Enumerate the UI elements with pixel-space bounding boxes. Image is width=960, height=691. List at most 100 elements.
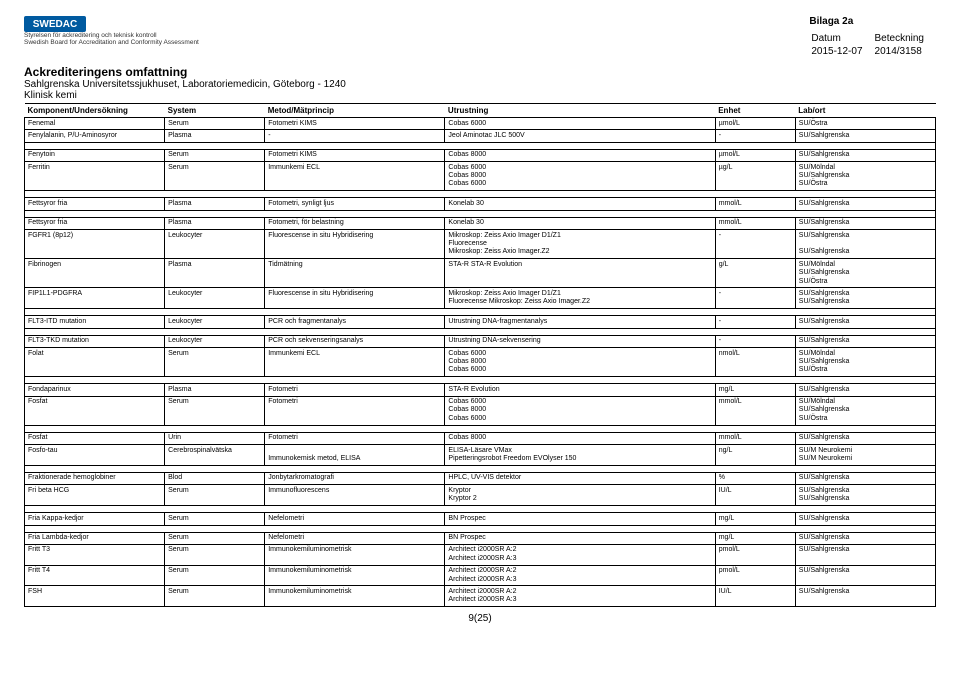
- table-row: FGFR1 (8p12)LeukocyterFluorescense in si…: [25, 230, 936, 259]
- cell: Leukocyter: [165, 335, 265, 347]
- cell: pmol/L: [715, 565, 795, 586]
- data-table: Komponent/Undersökning System Metod/Mätp…: [24, 103, 936, 607]
- cell: Plasma: [165, 198, 265, 210]
- cell: -: [715, 316, 795, 328]
- cell: ng/L: [715, 445, 795, 466]
- cell: Leukocyter: [165, 288, 265, 309]
- table-row: FLT3-ITD mutationLeukocyterPCR och fragm…: [25, 316, 936, 328]
- cell: mg/L: [715, 532, 795, 544]
- cell: SU/Sahlgrenska: [795, 532, 935, 544]
- datum-value: 2015-12-07: [811, 46, 872, 57]
- cell: SU/Sahlgrenska: [795, 544, 935, 565]
- cell: Immunokemisk metod, ELISA: [265, 445, 445, 466]
- beteckning-label: Beteckning: [875, 33, 934, 44]
- cell: HPLC, UV-VIS detektor: [445, 472, 715, 484]
- table-row: Fraktionerade hemoglobinerBlodJonbytarkr…: [25, 472, 936, 484]
- cell: PCR och sekvenseringsanalys: [265, 335, 445, 347]
- cell: Plasma: [165, 259, 265, 288]
- cell: mg/L: [715, 513, 795, 525]
- cell: g/L: [715, 259, 795, 288]
- table-row: Fri beta HCGSerumImmunofluorescensKrypto…: [25, 485, 936, 506]
- cell: SU/Sahlgrenska: [795, 513, 935, 525]
- cell: Serum: [165, 565, 265, 586]
- cell: Fria Kappa-kedjor: [25, 513, 165, 525]
- cell: Serum: [165, 586, 265, 607]
- cell: -: [715, 230, 795, 259]
- cell: SU/Sahlgrenska: [795, 316, 935, 328]
- th-labort: Lab/ort: [795, 104, 935, 118]
- cell: PCR och fragmentanalys: [265, 316, 445, 328]
- table-row: Fritt T3SerumImmunokemiluminometriskArch…: [25, 544, 936, 565]
- cell: mmol/L: [715, 198, 795, 210]
- table-row: FosfatSerumFotometriCobas 6000 Cobas 800…: [25, 396, 936, 425]
- cell: Serum: [165, 544, 265, 565]
- cell: SU/Sahlgrenska: [795, 565, 935, 586]
- cell: Mikroskop: Zeiss Axio Imager D1/Z1 Fluor…: [445, 288, 715, 309]
- cell: mmol/L: [715, 432, 795, 444]
- cell: SU/Mölndal SU/Sahlgrenska SU/Östra: [795, 348, 935, 377]
- cell: Fraktionerade hemoglobiner: [25, 472, 165, 484]
- table-row: Fria Lambda-kedjorSerumNefelometriBN Pro…: [25, 532, 936, 544]
- table-row: FerritinSerumImmunkemi ECLCobas 6000 Cob…: [25, 162, 936, 191]
- cell: Fluorescense in situ Hybridisering: [265, 230, 445, 259]
- cell: SU/Sahlgrenska: [795, 432, 935, 444]
- table-row: FSHSerumImmunokemiluminometriskArchitect…: [25, 586, 936, 607]
- cell: FSH: [25, 586, 165, 607]
- cell: Serum: [165, 149, 265, 161]
- cell: Jonbytarkromatografi: [265, 472, 445, 484]
- cell: Fotometri KIMS: [265, 149, 445, 161]
- cell: Plasma: [165, 384, 265, 396]
- cell: Fri beta HCG: [25, 485, 165, 506]
- cell: SU/Sahlgrenska: [795, 472, 935, 484]
- logo-mark: SWEDAC: [24, 16, 86, 32]
- cell: Plasma: [165, 217, 265, 229]
- cell: nmol/L: [715, 348, 795, 377]
- table-row: Fosfo-tauCerebrospinalvätska Immunokemis…: [25, 445, 936, 466]
- cell: Fibrinogen: [25, 259, 165, 288]
- cell: STA-R STA-R Evolution: [445, 259, 715, 288]
- cell: FLT3-ITD mutation: [25, 316, 165, 328]
- cell: Fondaparinux: [25, 384, 165, 396]
- th-metod: Metod/Mätprincip: [265, 104, 445, 118]
- cell: SU/Mölndal SU/Sahlgrenska SU/Östra: [795, 162, 935, 191]
- cell: Fotometri: [265, 432, 445, 444]
- cell: FIP1L1-PDGFRA: [25, 288, 165, 309]
- cell: SU/Sahlgrenska: [795, 335, 935, 347]
- cell: Serum: [165, 396, 265, 425]
- cell: ELISA-Läsare VMax Pipetteringsrobot Free…: [445, 445, 715, 466]
- cell: IU/L: [715, 485, 795, 506]
- title-org: Sahlgrenska Universitetssjukhuset, Labor…: [24, 79, 936, 90]
- cell: SU/M Neurokemi SU/M Neurokemi: [795, 445, 935, 466]
- table-row: FondaparinuxPlasmaFotometriSTA-R Evoluti…: [25, 384, 936, 396]
- logo-block: SWEDAC Styrelsen för ackreditering och t…: [24, 16, 199, 46]
- cell: SU/Sahlgrenska SU/Sahlgrenska: [795, 230, 935, 259]
- cell: Leukocyter: [165, 230, 265, 259]
- cell: µmol/L: [715, 149, 795, 161]
- cell: Fosfat: [25, 396, 165, 425]
- cell: Ferritin: [25, 162, 165, 191]
- th-system: System: [165, 104, 265, 118]
- cell: Tidmätning: [265, 259, 445, 288]
- cell: Blod: [165, 472, 265, 484]
- cell: Fenylalanin, P/U-Aminosyror: [25, 130, 165, 142]
- table-row: Fria Kappa-kedjorSerumNefelometriBN Pros…: [25, 513, 936, 525]
- cell: -: [715, 335, 795, 347]
- cell: Immunofluorescens: [265, 485, 445, 506]
- cell: µmol/L: [715, 118, 795, 130]
- table-row: Fenylalanin, P/U-AminosyrorPlasma-Jeol A…: [25, 130, 936, 142]
- header: SWEDAC Styrelsen för ackreditering och t…: [24, 16, 936, 59]
- cell: Cobas 8000: [445, 149, 715, 161]
- table-row: Fettsyror friaPlasmaFotometri, för belas…: [25, 217, 936, 229]
- meta-table: Datum Beteckning 2015-12-07 2014/3158: [809, 31, 936, 59]
- cell: Plasma: [165, 130, 265, 142]
- title-dept: Klinisk kemi: [24, 90, 936, 101]
- cell: Fotometri: [265, 384, 445, 396]
- cell: Fenemal: [25, 118, 165, 130]
- cell: IU/L: [715, 586, 795, 607]
- cell: Konelab 30: [445, 198, 715, 210]
- cell: Fotometri: [265, 396, 445, 425]
- cell: Fria Lambda-kedjor: [25, 532, 165, 544]
- cell: Serum: [165, 532, 265, 544]
- cell: BN Prospec: [445, 532, 715, 544]
- cell: Fosfo-tau: [25, 445, 165, 466]
